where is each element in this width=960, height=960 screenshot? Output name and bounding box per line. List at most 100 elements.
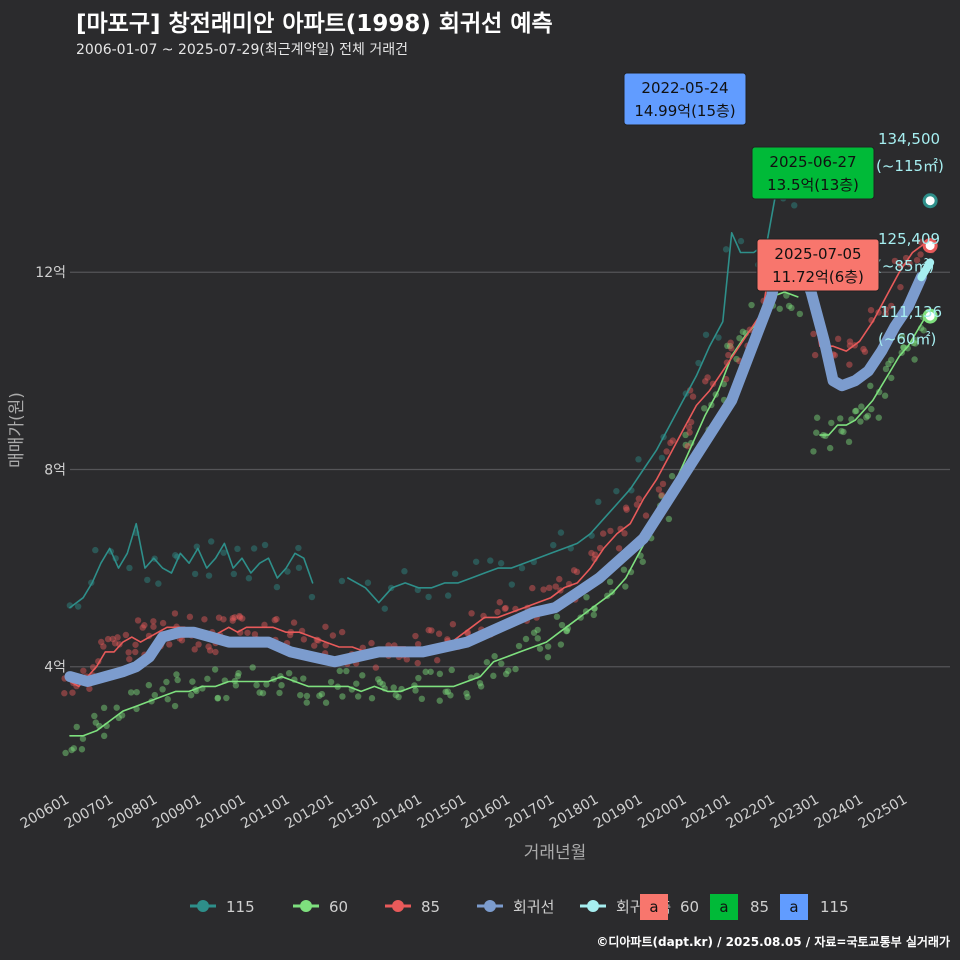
scatter-point-85 [591,551,599,558]
scatter-point-60 [920,327,927,334]
scatter-point-60 [739,328,747,336]
scatter-point-60 [682,441,689,449]
scatter-point-115 [295,564,303,571]
scatter-point-85 [125,649,132,656]
scatter-point-85 [132,648,139,656]
scatter-point-60 [838,427,845,435]
scatter-point-85 [917,238,925,246]
scatter-point-60 [436,670,444,678]
scatter-point-115 [557,529,565,536]
x-tick-label: 202401 [812,792,866,833]
scatter-point-60 [875,414,882,421]
scatter-point-115 [245,575,253,582]
scatter-point-60 [354,693,362,700]
scatter-point-60 [845,438,853,446]
scatter-point-85 [607,527,614,535]
x-tick-label: 201301 [326,792,380,833]
scatter-point-85 [655,486,663,493]
scatter-point-85 [556,575,563,583]
scatter-point-60 [187,691,195,699]
scatter-point-115 [338,577,346,585]
scatter-point-60 [867,382,874,390]
callout-price: 14.99억(15층) [634,102,735,120]
series-line-85 [69,241,927,688]
end-marker [922,238,938,254]
scatter-point-85 [663,448,670,455]
scatter-point-85 [615,545,623,552]
scatter-point-115 [126,564,133,572]
end-label-area: (~115㎡) [876,157,944,175]
scatter-point-60 [316,692,323,699]
scatter-point-85 [913,256,921,264]
scatter-point-85 [403,656,411,663]
scatter-point-85 [529,584,536,592]
scatter-point-85 [236,612,243,620]
scatter-point-60 [530,629,538,636]
scatter-point-60 [276,689,283,697]
scatter-point-60 [427,668,434,675]
scatter-point-85 [159,619,167,627]
scatter-point-60 [303,692,311,700]
scatter-point-85 [635,495,643,502]
scatter-point-60 [858,403,865,410]
scatter-point-60 [606,578,614,586]
x-tick-label: 201901 [591,792,645,833]
scatter-point-60 [557,641,565,648]
scatter-point-60 [553,613,561,620]
scatter-point-60 [171,702,179,710]
scatter-point-85 [206,647,214,654]
scatter-point-85 [502,604,509,612]
scatter-point-85 [658,491,665,499]
scatter-point-115 [208,538,215,545]
scatter-point-115 [144,576,151,584]
scatter-point-115 [595,498,602,506]
x-tick-label: 200801 [106,792,160,833]
scatter-point-60 [395,693,402,701]
scatter-point-60 [318,690,326,698]
x-tick-label: 201401 [371,792,425,833]
scatter-point-85 [846,361,853,368]
scatter-point-85 [186,613,194,621]
scatter-point-60 [682,431,689,439]
legend-box-letter: a [789,898,798,916]
scatter-point-60 [701,405,708,412]
scatter-point-85 [231,614,238,621]
scatter-point-85 [273,615,280,623]
scatter-point-60 [327,678,335,686]
scatter-point-85 [686,429,693,436]
scatter-point-85 [570,567,578,574]
legend-dot [392,900,404,912]
scatter-point-115 [451,570,459,577]
scatter-point-85 [215,614,223,621]
x-tick-label: 202101 [679,792,733,833]
scatter-point-60 [477,683,485,690]
scatter-point-60 [911,356,918,363]
scatter-point-85 [244,629,251,636]
scatter-point-115 [364,579,372,586]
scatter-point-85 [329,632,337,639]
scatter-point-60 [544,643,552,650]
scatter-point-60 [164,696,171,703]
scatter-point-85 [811,351,819,359]
scatter-point-85 [338,628,346,636]
scatter-point-85 [412,632,419,640]
end-label-area: (~85㎡) [876,257,934,275]
scatter-point-60 [91,712,98,720]
scatter-point-60 [668,472,676,480]
scatter-point-60 [174,676,181,684]
scatter-point-85 [684,443,691,450]
scatter-point-85 [220,616,227,623]
scatter-point-115 [74,603,82,610]
legend-box-letter: a [719,898,728,916]
scatter-point-60 [796,310,804,318]
scatter-point-60 [724,342,731,350]
legend-box-label: 60 [680,898,699,916]
legend-box-label: 115 [820,898,849,916]
scatter-point-60 [534,626,541,634]
x-tick-label: 201801 [547,792,601,833]
x-tick-label: 202001 [635,792,689,833]
chart-title: [마포구] 창전래미안 아파트(1998) 회귀선 예측 [76,11,553,37]
annotation-layer: 134,500 (~115㎡) 125,409 (~85㎡) 111,136 (~60㎡)… [623,72,944,348]
scatter-point-60 [412,687,419,694]
scatter-point-60 [733,355,740,363]
